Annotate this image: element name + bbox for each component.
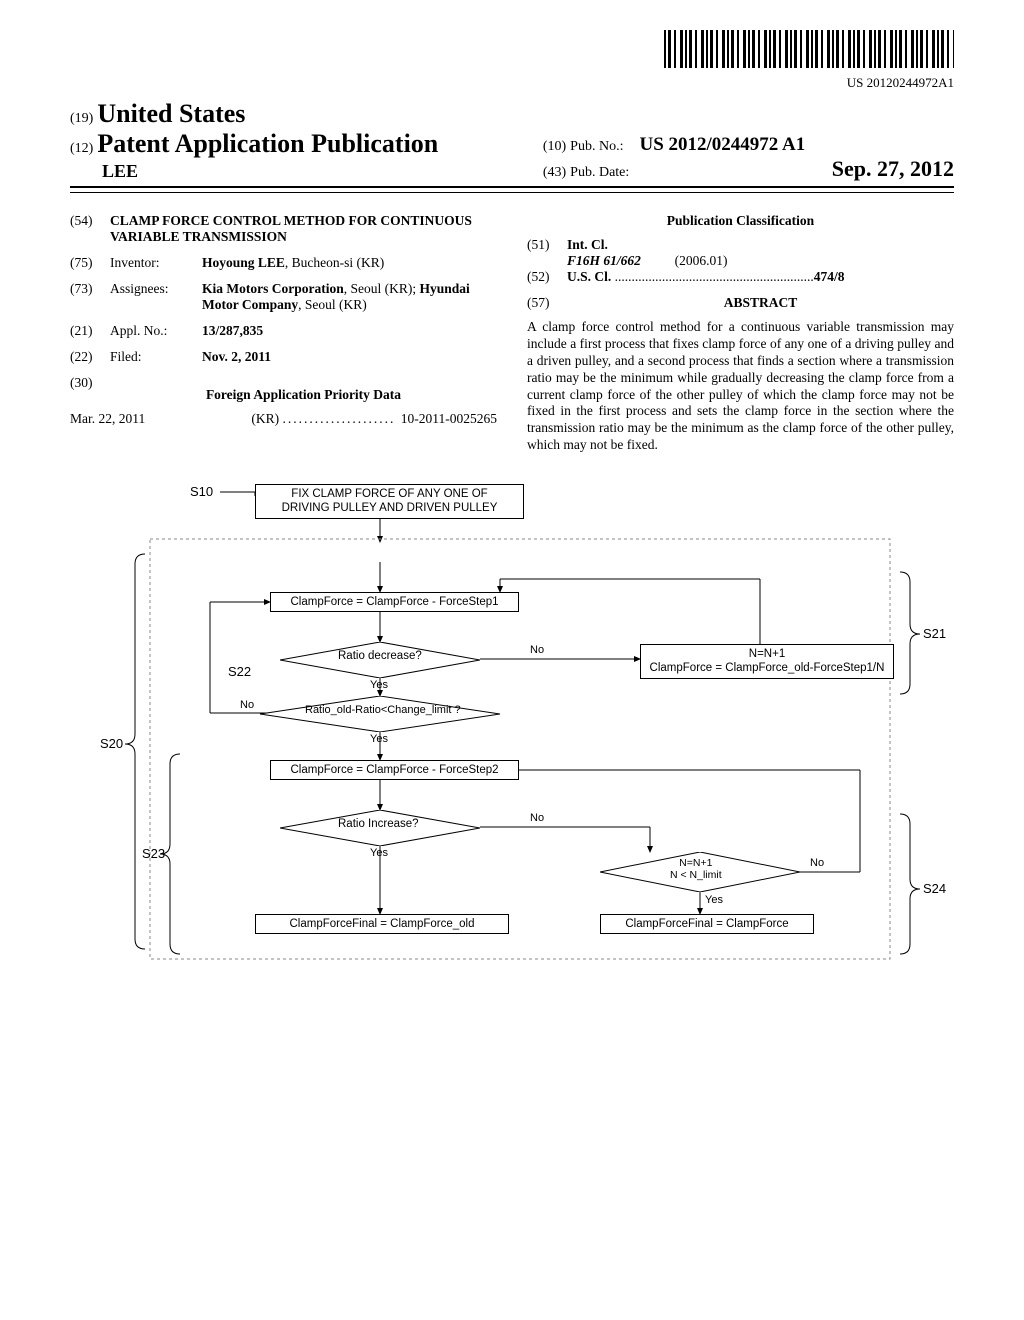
inventor-code: (75): [70, 255, 110, 271]
s20-label: S20: [100, 736, 123, 751]
intcl-label: Int. Cl.: [567, 237, 954, 253]
d4-yes: Yes: [705, 894, 723, 906]
inventor-name: Hoyoung LEE: [202, 255, 285, 270]
left-column: (54) CLAMP FORCE CONTROL METHOD FOR CONT…: [70, 213, 497, 454]
d2-no: No: [240, 699, 254, 711]
d1-text: Ratio decrease?: [338, 650, 422, 662]
appl-code: (21): [70, 323, 110, 339]
author-line: LEE: [70, 161, 543, 182]
d2-text: Ratio_old-Ratio<Change_limit ?: [305, 704, 461, 716]
assignee2-loc: , Seoul (KR): [298, 297, 367, 312]
assignee1: Kia Motors Corporation: [202, 281, 344, 296]
fapd-num: 10-2011-0025265: [401, 411, 497, 426]
uscl-code: (52): [527, 269, 567, 285]
pubclass-title: Publication Classification: [527, 213, 954, 229]
invention-title: CLAMP FORCE CONTROL METHOD FOR CONTINUOU…: [110, 213, 497, 245]
intcl-code: (51): [527, 237, 567, 269]
box-n1: N=N+1 ClampForce = ClampForce_old-ForceS…: [640, 644, 894, 679]
flowchart-figure: S10 S20 S21 S22 S23 S24 FIX CLAMP FORCE …: [80, 484, 940, 974]
pub-label: Patent Application Publication: [97, 129, 438, 158]
d4-no: No: [810, 857, 824, 869]
s10-box: FIX CLAMP FORCE OF ANY ONE OF DRIVING PU…: [255, 484, 524, 519]
appl-label: Appl. No.:: [110, 323, 202, 339]
assignees-label: Assignees:: [110, 281, 202, 313]
intcl-date: (2006.01): [675, 253, 728, 268]
fapd-code: (30): [70, 375, 110, 411]
abstract-title: ABSTRACT: [567, 295, 954, 311]
abstract-code: (57): [527, 295, 567, 319]
pubno-label: Pub. No.:: [570, 139, 623, 154]
barcode-graphic: [664, 30, 954, 68]
d3-yes: Yes: [370, 847, 388, 859]
s10-label: S10: [190, 484, 213, 499]
final-left-box: ClampForceFinal = ClampForce_old: [255, 914, 509, 934]
inventor-loc: , Bucheon-si (KR): [285, 255, 384, 270]
assignee1-loc: , Seoul (KR);: [344, 281, 420, 296]
s21-label: S21: [923, 626, 946, 641]
filed-label: Filed:: [110, 349, 202, 365]
box-step1: ClampForce = ClampForce - ForceStep1: [270, 592, 519, 612]
box-step2: ClampForce = ClampForce - ForceStep2: [270, 760, 519, 780]
right-column: Publication Classification (51) Int. Cl.…: [527, 213, 954, 454]
d1-no: No: [530, 644, 544, 656]
pubdate-code: (43): [543, 165, 566, 180]
s22-label: S22: [228, 664, 251, 679]
fapd-title: Foreign Application Priority Data: [110, 387, 497, 403]
d2-yes: Yes: [370, 733, 388, 745]
s24-label: S24: [923, 881, 946, 896]
final-right-box: ClampForceFinal = ClampForce: [600, 914, 814, 934]
uscl-label: U.S. Cl.: [567, 269, 611, 284]
header: (19) United States (12) Patent Applicati…: [70, 99, 954, 188]
appl-value: 13/287,835: [202, 323, 497, 339]
barcode-number: US 20120244972A1: [70, 75, 954, 91]
pub-code: (12): [70, 141, 93, 156]
d3-no: No: [530, 812, 544, 824]
fapd-date: Mar. 22, 2011: [70, 411, 145, 427]
assignees-code: (73): [70, 281, 110, 313]
pubdate-label: Pub. Date:: [570, 165, 629, 180]
inventor-label: Inventor:: [110, 255, 202, 271]
d4-text: N=N+1 N < N_limit: [670, 857, 722, 881]
filed-code: (22): [70, 349, 110, 365]
filed-value: Nov. 2, 2011: [202, 349, 497, 365]
d3-text: Ratio Increase?: [338, 818, 419, 830]
pubno-code: (10): [543, 139, 566, 154]
fapd-country: (KR): [251, 411, 279, 426]
intcl-class: F16H 61/662: [567, 253, 641, 268]
title-code: (54): [70, 213, 110, 245]
pubno-value: US 2012/0244972 A1: [639, 134, 805, 155]
country-code: (19): [70, 111, 93, 126]
s23-label: S23: [142, 846, 165, 861]
d1-yes: Yes: [370, 679, 388, 691]
pubdate-value: Sep. 27, 2012: [832, 156, 954, 182]
abstract-text: A clamp force control method for a conti…: [527, 319, 954, 454]
barcode-region: US 20120244972A1: [70, 30, 954, 91]
country-name: United States: [97, 99, 245, 128]
uscl-value: 474/8: [814, 269, 954, 285]
